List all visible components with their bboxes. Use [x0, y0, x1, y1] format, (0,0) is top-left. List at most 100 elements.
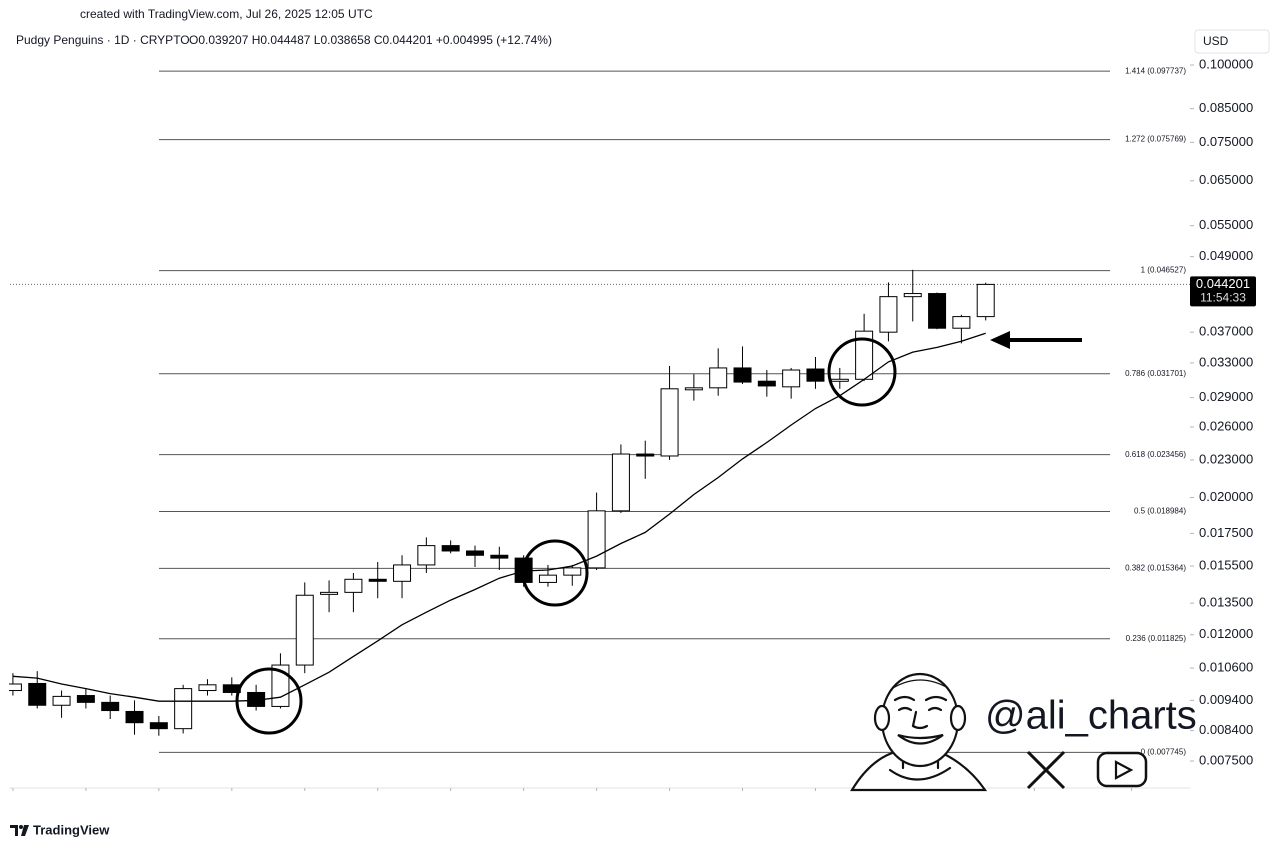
candle-body: [757, 380, 776, 387]
y-tick-label: 0.029000: [1199, 389, 1253, 404]
candle-body: [417, 545, 436, 566]
candle-body: [52, 695, 71, 706]
fib-label: 1 (0.046527): [1141, 266, 1187, 275]
avatar-brows: [893, 695, 948, 702]
annotations: [235, 331, 1082, 735]
avatar-nose: [911, 710, 929, 730]
candle-body: [611, 453, 630, 512]
watermark: created with TradingView.com, Jul 26, 20…: [80, 7, 373, 21]
candle-body: [198, 684, 217, 692]
logo-text: TradingView: [33, 822, 110, 837]
candle-body: [928, 293, 947, 329]
candle-body: [441, 545, 460, 552]
fib-label: 1.414 (0.097737): [1125, 66, 1186, 75]
candle-body: [709, 367, 728, 389]
logo-mark: [19, 825, 23, 829]
candle-body: [101, 701, 120, 712]
axes: 0.100000 0.085000 0.075000 0.065000 0.055000…: [12, 56, 1256, 791]
y-tick-label: 0.049000: [1199, 248, 1253, 263]
y-tick-label: 0.007500: [1199, 752, 1253, 767]
candle-body: [782, 369, 801, 388]
avatar: [850, 672, 988, 792]
candle-body: [9, 683, 22, 692]
fib-label: 0.618 (0.023456): [1125, 450, 1186, 459]
candle-body: [368, 578, 387, 582]
candle-body: [879, 296, 898, 333]
y-tick-label: 0.065000: [1199, 172, 1253, 187]
candle-body: [660, 388, 679, 457]
candle-body: [587, 510, 606, 569]
last-price-label: 0.044201: [1196, 276, 1250, 291]
y-tick-label: 0.017500: [1199, 525, 1253, 540]
countdown: 11:54:33: [1200, 291, 1246, 305]
candle-body: [320, 591, 339, 595]
fib-label: 0.786 (0.031701): [1125, 369, 1186, 378]
fib-label: 0.236 (0.011825): [1126, 634, 1187, 643]
fib-label: 0.382 (0.015364): [1125, 563, 1186, 572]
y-tick-label: 0.055000: [1199, 217, 1253, 232]
x-icon[interactable]: [1026, 750, 1066, 790]
y-tick-label: 0.033000: [1199, 354, 1253, 369]
candle-body: [174, 688, 193, 730]
candle-body: [295, 594, 314, 666]
y-tick-label: 0.037000: [1199, 324, 1253, 339]
candle-body: [393, 564, 412, 582]
symbol: Pudgy Penguins · 1D · CRYPTO: [16, 33, 190, 47]
handle: @ali_charts: [985, 694, 1197, 738]
y-tick-label: 0.013500: [1199, 595, 1253, 610]
y-tick-label: 0.026000: [1199, 418, 1253, 433]
candle-body: [538, 574, 557, 583]
y-tick-label: 0.012000: [1199, 626, 1253, 641]
y-tick-label: 0.020000: [1199, 489, 1253, 504]
candle-body: [636, 453, 655, 457]
x-logo[interactable]: [1026, 750, 1066, 790]
youtube-icon[interactable]: [1096, 751, 1148, 788]
highlight-circle: [521, 539, 589, 607]
candle-body: [830, 378, 849, 382]
last-price-tag: [1190, 276, 1256, 307]
youtube-frame[interactable]: [1096, 751, 1148, 788]
avatar-ear: [873, 704, 891, 732]
y-tick-label: 0.009400: [1199, 692, 1253, 707]
fib-label: 0.5 (0.018984): [1134, 507, 1186, 516]
avatar-forehead: [892, 679, 949, 689]
logo-mark: [21, 825, 29, 836]
y-tick-label: 0.023000: [1199, 451, 1253, 466]
youtube-play[interactable]: [1114, 760, 1134, 780]
currency[interactable]: USD: [1203, 34, 1229, 48]
plot-area: 1619222528Jul4710131619222528Aug1.414 (0…: [9, 66, 1190, 757]
candle-body: [806, 368, 825, 382]
fib-label: 0 (0.007745): [1141, 748, 1187, 757]
highlight-circle: [827, 337, 897, 407]
candle-body: [125, 710, 144, 724]
candle-body: [149, 722, 168, 730]
avatar-ear: [949, 704, 967, 732]
y-tick-label: 0.015500: [1199, 557, 1253, 572]
y-tick-label: 0.010600: [1199, 660, 1253, 675]
candle-body: [952, 316, 971, 329]
candle-body: [344, 578, 363, 593]
fib-label: 1.272 (0.075769): [1125, 135, 1186, 144]
candle-body: [976, 283, 995, 318]
currency-box[interactable]: [1194, 29, 1270, 54]
candle-body: [28, 682, 47, 706]
candle-body: [684, 387, 703, 391]
candle-body: [465, 550, 484, 556]
highlight-circle: [235, 667, 303, 735]
y-tick-label: 0.075000: [1199, 134, 1253, 149]
y-tick-label: 0.100000: [1199, 56, 1253, 71]
ohlc-label: O0.039207 H0.044487 L0.038658 C0.044201 …: [189, 33, 552, 47]
candle-body: [903, 293, 922, 298]
candle-body: [76, 695, 95, 703]
y-tick-label: 0.008400: [1199, 722, 1253, 737]
candle-body: [490, 554, 509, 559]
arrow-head: [990, 331, 1010, 349]
candle-body: [733, 367, 752, 383]
logo-mark: [10, 825, 18, 836]
candle-body: [563, 567, 582, 576]
avatar-smile: [897, 733, 944, 745]
tradingview-logo: TradingView: [10, 822, 110, 837]
